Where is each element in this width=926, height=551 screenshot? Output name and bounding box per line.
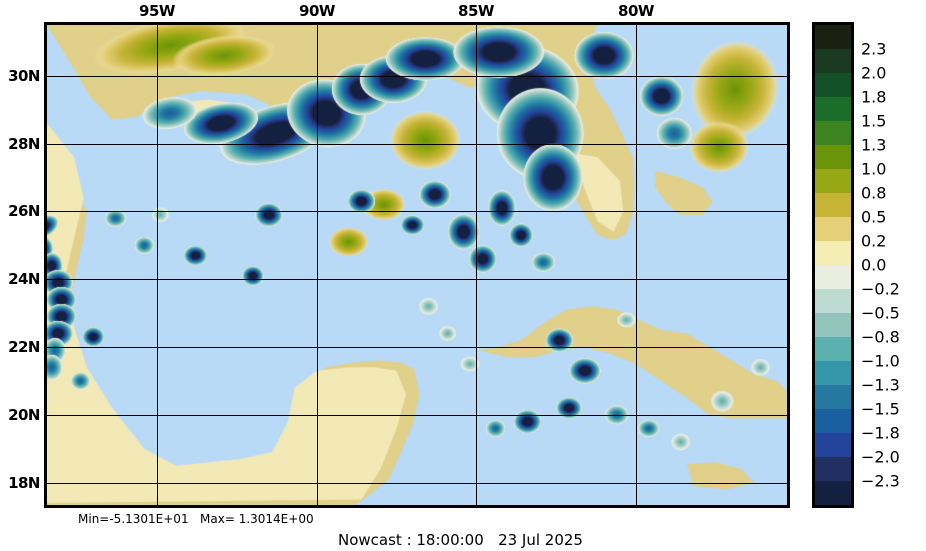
lon-label-90W: 90W [299, 2, 335, 20]
colorbar-label-9: 0.0 [861, 255, 887, 275]
nowcast-timestamp: Nowcast : 18:00:00 23 Jul 2025 [338, 531, 583, 549]
lat-label-22N: 22N [8, 338, 40, 356]
colorbar-band-11 [815, 289, 851, 313]
colorbar-band-2 [815, 73, 851, 97]
colorbar-band-3 [815, 97, 851, 121]
colorbar-band-17 [815, 433, 851, 457]
colorbar-band-15 [815, 385, 851, 409]
colorbar-band-4 [815, 121, 851, 145]
colorbar-label-8: 0.2 [861, 231, 887, 251]
colorbar-label-11: −0.5 [861, 303, 900, 323]
colorbar-label-13: −1.0 [861, 351, 900, 371]
colorbar-band-10 [815, 265, 851, 289]
colorbar-label-5: 1.0 [861, 159, 887, 179]
colorbar-label-18: −2.3 [861, 471, 900, 491]
min-max-readout: Min=-5.1301E+01 Max= 1.3014E+00 [78, 512, 314, 526]
colorbar-label-3: 1.5 [861, 111, 887, 131]
colorbar-label-4: 1.3 [861, 135, 887, 155]
colorbar-band-6 [815, 169, 851, 193]
lat-label-18N: 18N [8, 474, 40, 492]
colorbar-band-1 [815, 49, 851, 73]
colorbar-band-14 [815, 361, 851, 385]
colorbar-label-1: 2.0 [861, 63, 887, 83]
colorbar-band-19 [815, 481, 851, 505]
colorbar-band-18 [815, 457, 851, 481]
colorbar-label-14: −1.3 [861, 375, 900, 395]
lon-label-95W: 95W [139, 2, 175, 20]
precipitation-anomaly-field [47, 25, 787, 505]
lat-label-30N: 30N [8, 67, 40, 85]
colorbar-label-17: −2.0 [861, 447, 900, 467]
lon-label-85W: 85W [458, 2, 494, 20]
colorbar-label-7: 0.5 [861, 207, 887, 227]
colorbar-label-0: 2.3 [861, 39, 887, 59]
colorbar-band-7 [815, 193, 851, 217]
colorbar-band-13 [815, 337, 851, 361]
map-plot-area[interactable] [44, 22, 790, 508]
lat-label-26N: 26N [8, 202, 40, 220]
colorbar-band-0 [815, 25, 851, 49]
colorbar-label-15: −1.5 [861, 399, 900, 419]
colorbar-band-8 [815, 217, 851, 241]
lat-label-28N: 28N [8, 135, 40, 153]
lon-label-80W: 80W [618, 2, 654, 20]
lat-label-20N: 20N [8, 406, 40, 424]
colorbar-band-5 [815, 145, 851, 169]
colorbar-band-16 [815, 409, 851, 433]
colorbar-label-12: −0.8 [861, 327, 900, 347]
colorbar-band-12 [815, 313, 851, 337]
colorbar-label-10: −0.2 [861, 279, 900, 299]
lat-label-24N: 24N [8, 270, 40, 288]
colorbar-label-16: −1.8 [861, 423, 900, 443]
colorbar-label-2: 1.8 [861, 87, 887, 107]
color-scale-bar[interactable] [812, 22, 854, 508]
colorbar-label-6: 0.8 [861, 183, 887, 203]
colorbar-band-9 [815, 241, 851, 265]
